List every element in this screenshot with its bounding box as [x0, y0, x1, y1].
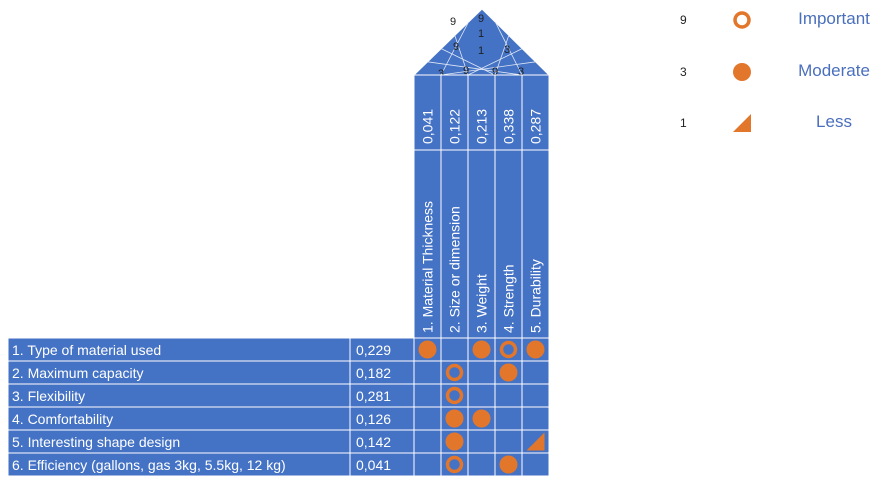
roof-gridline: [495, 22, 523, 76]
matrix-cell: [521, 406, 550, 431]
roof-correlation-value: 3: [504, 44, 510, 56]
legend-row-important: 9 Important: [660, 5, 890, 35]
matrix-cell: [467, 360, 496, 385]
requirement-weight: 0,281: [356, 388, 391, 404]
less-symbol-icon: [733, 114, 751, 132]
technical-weight-cell: [521, 74, 550, 151]
technical-label: 3. Weight: [474, 274, 490, 333]
requirement-label: 4. Comfortability: [12, 411, 113, 427]
technical-label-cell: [494, 149, 523, 339]
requirement-weight: 0,126: [356, 411, 391, 427]
requirement-weight: 0,142: [356, 434, 391, 450]
technical-label-cell: [440, 149, 469, 339]
technical-label: 2. Size or dimension: [447, 206, 463, 333]
moderate-relationship-symbol: [499, 455, 518, 474]
technical-weight: 0,213: [474, 109, 490, 144]
requirement-weight: 0,041: [356, 457, 391, 473]
legend-label: Important: [798, 9, 870, 28]
customer-requirements-table: 1. Type of material used 0,229 2. Maximum …: [7, 337, 415, 477]
less-relationship-symbol: [526, 432, 545, 451]
roof-correlation-value: 9: [478, 13, 484, 25]
requirement-label: 1. Type of material used: [12, 342, 161, 358]
legend-row-moderate: 3 Moderate: [660, 57, 890, 87]
roof-correlation-value: 9: [492, 66, 498, 78]
requirement-label: 5. Interesting shape design: [12, 434, 180, 450]
matrix-cell: [413, 406, 442, 431]
relationship-matrix: [413, 337, 550, 477]
moderate-relationship-symbol: [445, 432, 464, 451]
technical-label-cell: [521, 149, 550, 339]
roof-correlation-value: 1: [478, 45, 484, 57]
correlation-roof: 9 919 1 33 9 9 3: [412, 8, 551, 80]
matrix-cell: [413, 383, 442, 408]
requirement-label: 6. Efficiency (gallons, gas 3kg, 5.5kg, …: [12, 457, 286, 473]
roof-correlation-value: 9: [463, 65, 469, 77]
roof-gridline: [427, 61, 523, 76]
roof-gridline: [454, 35, 469, 76]
roof-gridline: [494, 35, 510, 76]
requirement-label: 2. Maximum capacity: [12, 365, 143, 381]
matrix-cell: [494, 383, 523, 408]
technical-requirements-header: 0,041 1. Material Thickness 0,122 2. Size o…: [413, 74, 550, 339]
legend-label: Less: [816, 112, 852, 131]
symbol-legend: 9 Important 3 Moderate 1 Less: [660, 0, 890, 150]
roof-gridline: [441, 48, 496, 76]
matrix-cell: [521, 360, 550, 385]
moderate-relationship-symbol: [418, 340, 437, 359]
matrix-cell: [494, 406, 523, 431]
matrix-cell: [413, 429, 442, 454]
roof-gridline: [467, 48, 523, 76]
important-relationship-symbol: [445, 363, 464, 382]
matrix-cell: [521, 452, 550, 477]
roof-gridline: [440, 22, 469, 76]
roof-correlation-value: 3: [518, 66, 524, 78]
matrix-cell: [467, 452, 496, 477]
technical-weight: 0,287: [528, 109, 544, 144]
roof-correlation-value: 3: [438, 68, 444, 80]
requirement-weight: 0,182: [356, 365, 391, 381]
matrix-cell: [440, 337, 469, 362]
technical-weight: 0,122: [447, 109, 463, 144]
important-symbol-icon: [733, 11, 751, 29]
moderate-symbol-icon: [733, 63, 751, 81]
important-relationship-symbol: [499, 340, 518, 359]
requirement-label: 3. Flexibility: [12, 388, 85, 404]
technical-label: 5. Durability: [528, 259, 544, 333]
matrix-cell: [467, 429, 496, 454]
matrix-cell: [413, 452, 442, 477]
important-relationship-symbol: [445, 386, 464, 405]
roof-correlation-value: 9: [450, 16, 456, 28]
moderate-relationship-symbol: [733, 63, 751, 81]
important-relationship-symbol: [445, 455, 464, 474]
legend-value: 3: [680, 65, 687, 79]
roof-correlation-value: 1: [478, 28, 484, 40]
legend-value: 1: [680, 116, 687, 130]
technical-label: 4. Strength: [501, 265, 517, 334]
matrix-cell: [413, 360, 442, 385]
matrix-cell: [521, 383, 550, 408]
moderate-relationship-symbol: [472, 340, 491, 359]
technical-label: 1. Material Thickness: [420, 201, 436, 333]
technical-weight: 0,338: [501, 109, 517, 144]
roof-gridline: [440, 61, 536, 76]
legend-row-less: 1 Less: [660, 108, 890, 138]
moderate-relationship-symbol: [526, 340, 545, 359]
roof-correlation-value: 9: [453, 41, 459, 53]
requirement-weight: 0,229: [356, 342, 391, 358]
matrix-cell: [494, 429, 523, 454]
moderate-relationship-symbol: [472, 409, 491, 428]
legend-value: 9: [680, 13, 687, 27]
moderate-relationship-symbol: [445, 409, 464, 428]
important-relationship-symbol: [733, 11, 751, 29]
technical-weight: 0,041: [420, 109, 436, 144]
legend-label: Moderate: [798, 61, 870, 80]
matrix-cell: [467, 383, 496, 408]
moderate-relationship-symbol: [499, 363, 518, 382]
less-relationship-symbol: [733, 114, 751, 132]
